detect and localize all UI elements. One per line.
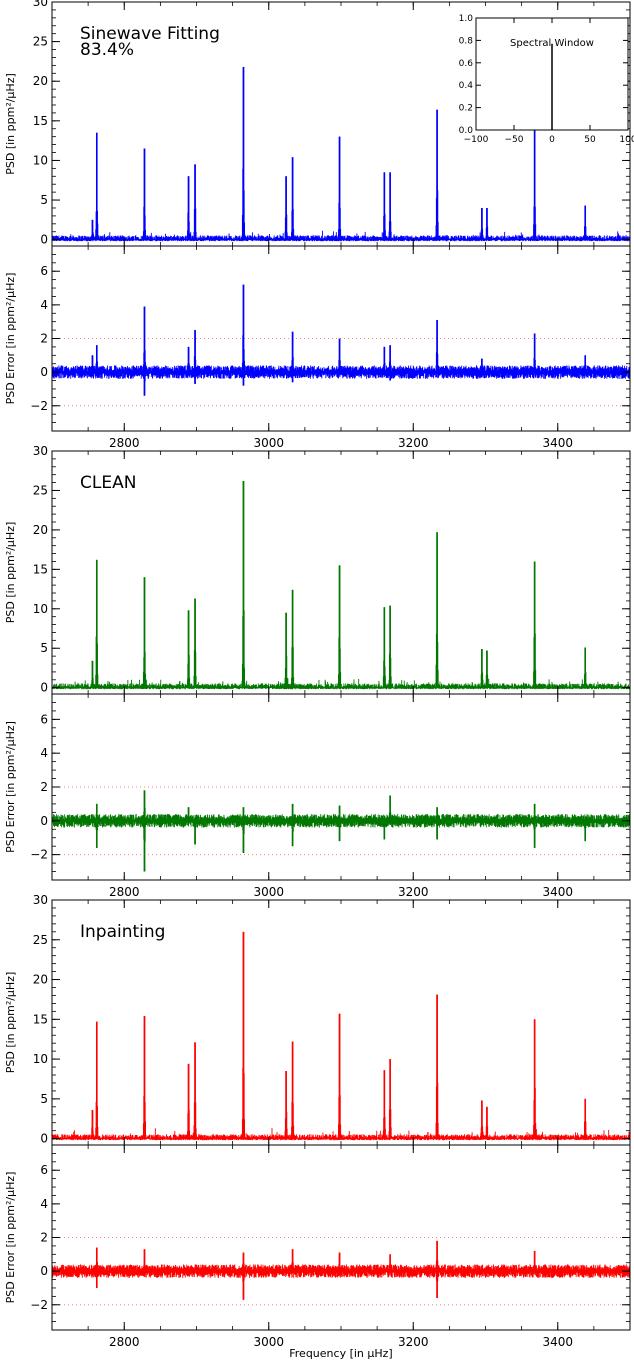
x-tick-label: 3400: [542, 1335, 573, 1349]
panel-inpainting-error: −2 0 2 4 6 2800 3000 3200 3400 PSD Error [in ppm²…: [4, 1144, 631, 1349]
y-tick-label: 6: [40, 1163, 48, 1177]
x-tick-label: 3400: [542, 885, 573, 899]
y-axis-title: PSD [in ppm²/μHz]: [4, 522, 17, 624]
inset-y-tick-label: 0.4: [459, 81, 474, 91]
y-axis-title: PSD [in ppm²/μHz]: [4, 73, 17, 175]
y-axis-title: PSD [in ppm²/μHz]: [4, 972, 17, 1074]
y-tick-label: 10: [33, 602, 48, 616]
panel-method-label: Inpainting: [80, 922, 165, 942]
y-tick-label: 6: [40, 712, 48, 726]
y-tick-label: 15: [33, 114, 48, 128]
y-tick-label: 0: [40, 814, 48, 828]
y-tick-label: 30: [33, 893, 48, 907]
y-tick-label: −2: [30, 848, 48, 862]
x-tick-label: 3200: [398, 1335, 429, 1349]
y-tick-label: 20: [33, 523, 48, 537]
x-axis-title: Frequency [in μHz]: [289, 1347, 392, 1360]
inset-y-tick-label: 0.6: [459, 59, 474, 69]
inset-title: Spectral Window: [510, 38, 594, 49]
x-tick-label: 2800: [109, 436, 140, 450]
y-tick-label: 30: [33, 0, 48, 9]
y-tick-label: 4: [40, 746, 48, 760]
x-tick-label: 3200: [398, 436, 429, 450]
inset-x-tick-label: 0: [549, 135, 555, 145]
y-tick-label: 0: [40, 233, 48, 247]
panel-method-label: Sinewave Fitting: [80, 24, 220, 44]
panel-sinewave-fitting-psd: 0 5 10 15 20 25 30 PSD [in ppm²/μHz] Sinewave Fi…: [4, 0, 634, 247]
inset-x-tick-label: −50: [505, 135, 524, 145]
y-tick-label: 25: [33, 35, 48, 49]
inset-x-tick-label: −100: [464, 135, 489, 145]
panel-method-label: CLEAN: [80, 473, 136, 493]
y-tick-label: 4: [40, 298, 48, 312]
panel-clean-error: −2 0 2 4 6 2800 3000 3200 3400 PSD Error [in ppm²…: [4, 693, 631, 899]
x-tick-label: 3000: [253, 436, 284, 450]
y-tick-label: 0: [40, 365, 48, 379]
y-tick-label: 2: [40, 780, 48, 794]
y-tick-label: 10: [33, 153, 48, 167]
inset-y-tick-label: 0.0: [459, 126, 474, 136]
y-axis-title: PSD Error [in ppm²/μHz]: [4, 273, 17, 405]
inset-x-tick-label: 50: [584, 135, 596, 145]
y-axis-title: PSD Error [in ppm²/μHz]: [4, 1172, 17, 1304]
y-tick-label: 2: [40, 332, 48, 346]
y-tick-label: 5: [40, 1092, 48, 1106]
x-tick-label: 2800: [109, 1335, 140, 1349]
y-tick-label: 15: [33, 562, 48, 576]
x-tick-label: 3000: [253, 1335, 284, 1349]
y-tick-label: 0: [40, 681, 48, 695]
y-tick-label: −2: [30, 1298, 48, 1312]
y-tick-label: 2: [40, 1231, 48, 1245]
y-axis-title: PSD Error [in ppm²/μHz]: [4, 721, 17, 853]
panel-percentage-label: 83.4%: [80, 40, 134, 60]
inset-y-tick-label: 0.2: [459, 104, 473, 114]
y-tick-label: 25: [33, 933, 48, 947]
y-tick-label: 20: [33, 973, 48, 987]
panel-sinewave-fitting-error: −2 0 2 4 6 2800 3000 3200 3400 PSD Error [in ppm²…: [4, 245, 631, 450]
y-tick-label: 5: [40, 193, 48, 207]
panel-clean-psd: 0 5 10 15 20 25 30 PSD [in ppm²/μHz] CLEAN: [4, 444, 631, 695]
y-tick-label: 0: [40, 1264, 48, 1278]
y-tick-label: 4: [40, 1197, 48, 1211]
x-tick-label: 3400: [542, 436, 573, 450]
x-tick-label: 3200: [398, 885, 429, 899]
y-tick-label: 5: [40, 641, 48, 655]
y-tick-label: −2: [30, 399, 48, 413]
y-tick-label: 0: [40, 1132, 48, 1146]
y-tick-label: 10: [33, 1052, 48, 1066]
y-tick-label: 20: [33, 74, 48, 88]
inset-y-tick-label: 0.8: [459, 36, 474, 46]
inset-y-tick-label: 1.0: [459, 14, 474, 24]
spectral-window-inset: 0.0 0.2 0.4 0.6 0.8 1.0 −100 −50 0 50 100 Spectral …: [459, 14, 634, 145]
y-tick-label: 6: [40, 264, 48, 278]
y-tick-label: 15: [33, 1012, 48, 1026]
x-tick-label: 3000: [253, 885, 284, 899]
y-tick-label: 25: [33, 483, 48, 497]
x-tick-label: 2800: [109, 885, 140, 899]
inset-x-tick-label: 100: [619, 135, 634, 145]
y-tick-label: 30: [33, 444, 48, 458]
